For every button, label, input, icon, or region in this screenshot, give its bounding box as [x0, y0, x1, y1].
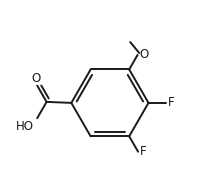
Text: O: O	[140, 48, 149, 61]
Text: HO: HO	[16, 120, 34, 133]
Text: O: O	[31, 72, 40, 85]
Text: F: F	[168, 96, 175, 109]
Text: F: F	[140, 145, 147, 158]
